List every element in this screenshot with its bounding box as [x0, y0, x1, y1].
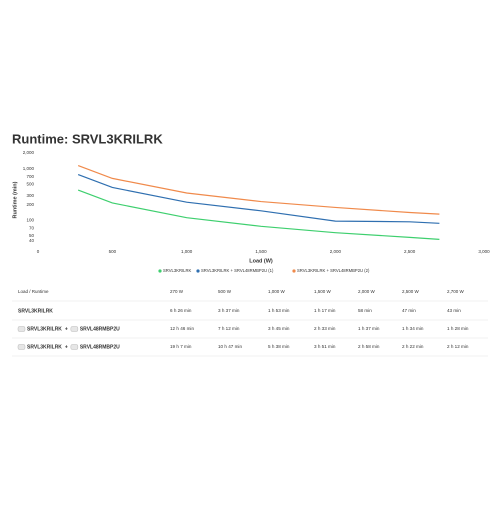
y-tick-label: 500: [26, 181, 34, 186]
product-badge: [70, 326, 79, 332]
row-label: SRVL48RMBP2U: [80, 326, 120, 332]
table-cell: 2 h 58 min: [358, 344, 380, 349]
table-cell: 1 h 17 min: [314, 308, 336, 313]
row-label: +: [65, 344, 68, 350]
table-cell: 12 h 46 min: [170, 326, 194, 331]
table-header: 2,700 W: [447, 289, 465, 294]
table-cell: 7 h 12 min: [218, 326, 240, 331]
table-cell: 2 h 22 min: [402, 344, 424, 349]
row-label: SRVL48RMBP2U: [80, 344, 120, 350]
y-axis-label: Runtime (min): [12, 181, 18, 218]
table-cell: 3 h 37 min: [218, 308, 240, 313]
y-tick-label: 200: [26, 202, 34, 207]
product-badge: [70, 344, 79, 350]
table-cell: 1 h 53 min: [268, 308, 290, 313]
table-cell: 6 h 26 min: [170, 308, 192, 313]
legend-marker: [292, 269, 296, 273]
y-tick-label: 50: [29, 233, 35, 238]
product-badge: [17, 344, 26, 350]
series-line: [77, 174, 440, 224]
row-label: +: [65, 326, 68, 332]
table-cell: 3 h 51 min: [314, 344, 336, 349]
series-line: [77, 164, 440, 215]
table-header: 1,500 W: [314, 289, 332, 294]
table-cell: 19 h 7 min: [170, 344, 192, 349]
x-tick-label: 3,000: [478, 249, 490, 254]
table-cell: 1 h 34 min: [402, 326, 424, 331]
table-header: 2,000 W: [358, 289, 376, 294]
chart-title: Runtime: SRVL3KRILRK: [12, 131, 163, 146]
y-tick-label: 70: [29, 226, 35, 231]
product-badge: [17, 326, 26, 332]
table-cell: 58 min: [358, 308, 372, 313]
table-cell: 47 min: [402, 308, 416, 313]
x-tick-label: 1,000: [181, 249, 193, 254]
table-header: 270 W: [170, 289, 184, 294]
y-tick-label: 100: [26, 218, 34, 223]
series-line: [77, 189, 440, 240]
table-cell: 1 h 28 min: [447, 326, 469, 331]
table-cell: 1 h 37 min: [358, 326, 380, 331]
table-cell: 5 h 38 min: [268, 344, 290, 349]
y-tick-label: 300: [26, 193, 34, 198]
y-tick-label: 40: [29, 238, 35, 243]
legend-label: SRVL3KRILRK + SRVL48RMBP2U (1): [201, 268, 274, 273]
x-tick-label: 1,500: [255, 249, 267, 254]
row-label: SRVL3KRILRK: [18, 308, 53, 314]
y-tick-label: 700: [26, 174, 34, 179]
table-cell: 2 h 12 min: [447, 344, 469, 349]
table-header: 500 W: [218, 289, 232, 294]
table-header: 1,000 W: [268, 289, 286, 294]
table-cell: 3 h 45 min: [268, 326, 290, 331]
x-tick-label: 2,000: [330, 249, 342, 254]
y-tick-label: 1,000: [23, 166, 35, 171]
row-label: SRVL3KRILRK: [27, 326, 62, 332]
x-tick-label: 2,500: [404, 249, 416, 254]
row-label: SRVL3KRILRK: [27, 344, 62, 350]
x-tick-label: 500: [109, 249, 117, 254]
table-cell: 43 min: [447, 308, 461, 313]
x-axis-label: Load (W): [249, 258, 273, 264]
legend-marker: [196, 269, 200, 273]
table-cell: 10 h 47 min: [218, 344, 242, 349]
legend-marker: [158, 269, 162, 273]
table-cell: 2 h 33 min: [314, 326, 336, 331]
x-tick-label: 0: [37, 249, 40, 254]
y-tick-label: 2,000: [23, 150, 35, 155]
legend-label: SRVL3KRILRK: [163, 268, 192, 273]
table-header: 2,500 W: [402, 289, 420, 294]
table-header: Load / Runtime: [18, 289, 49, 294]
legend-label: SRVL3KRILRK + SRVL48RMBP2U (2): [297, 268, 370, 273]
